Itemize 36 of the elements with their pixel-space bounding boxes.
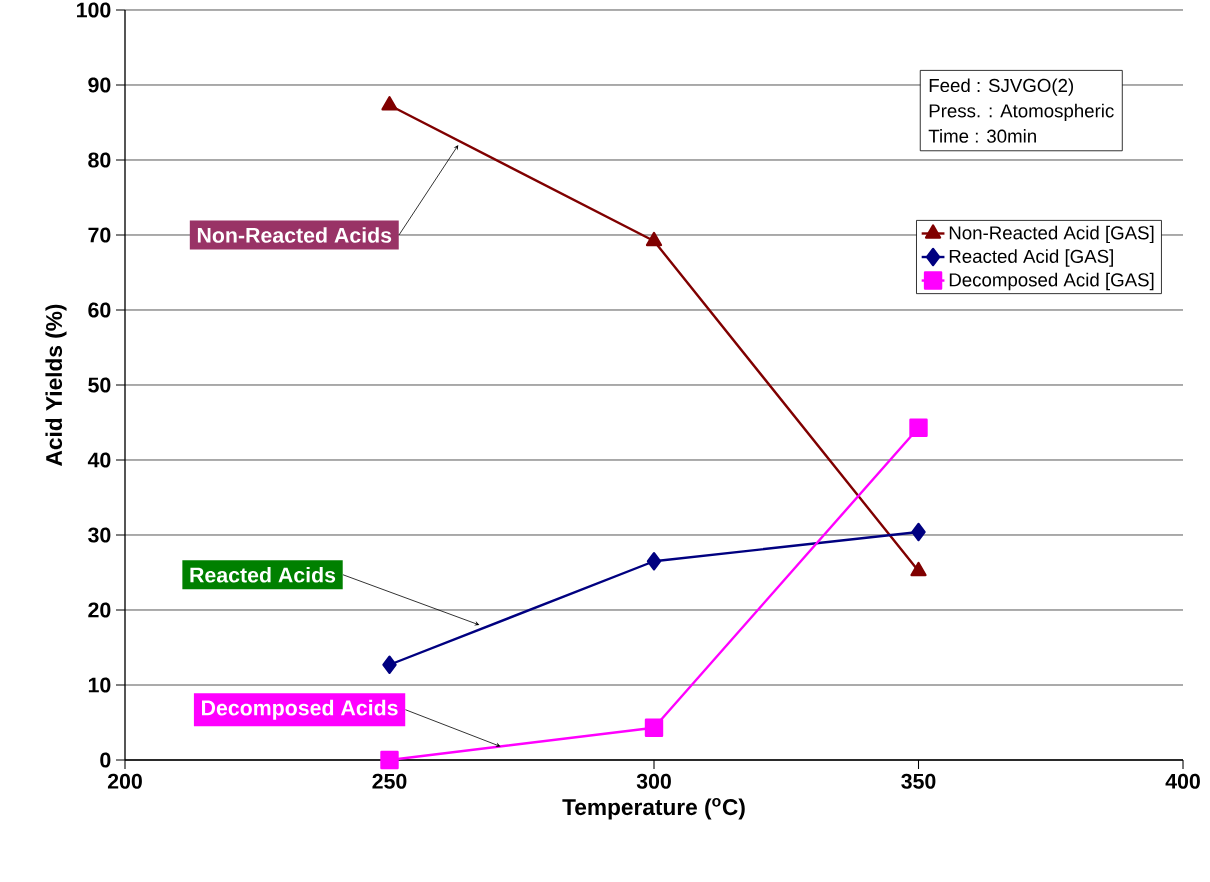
point: [909, 418, 928, 437]
point: [380, 750, 399, 770]
y-tick-label: 60: [88, 302, 111, 318]
x-tick-label: 350: [901, 773, 936, 789]
annotation: Time : 30min: [928, 129, 1036, 143]
point: [910, 561, 927, 577]
legend-label: Decomposed Acid [GAS]: [949, 272, 1154, 291]
point: [644, 718, 664, 737]
y-tick-label: 30: [88, 527, 111, 543]
y-tick-label: 100: [77, 2, 111, 18]
x-tick-label: 300: [636, 773, 671, 789]
x-axis-title: Temperature ($^{o}$C): [562, 798, 745, 820]
legend-label: Reacted Acid [GAS]: [949, 249, 1113, 267]
point: [645, 231, 663, 247]
point: [382, 655, 397, 674]
y-tick-label: 10: [88, 677, 111, 693]
y-tick-label: 90: [88, 77, 111, 93]
legend-label: Non-Reacted Acid [GAS]: [949, 225, 1154, 244]
y-tick-label: 0: [100, 752, 111, 768]
y-tick-label: 70: [88, 227, 111, 243]
y-tick-label: 40: [87, 452, 111, 468]
y-tick-label: 80: [88, 152, 111, 168]
point: [381, 96, 398, 111]
point: [646, 552, 662, 571]
y-tick-label: 50: [88, 377, 111, 393]
annotation: Press. : Atomospheric: [929, 103, 1114, 122]
x-tick-label: 200: [107, 773, 142, 789]
x-tick-label: 250: [372, 773, 407, 789]
annotation: Decomposed Acids: [202, 699, 398, 720]
annotation: Feed : SJVGO(2): [929, 78, 1074, 96]
annotation: Reacted Acids: [190, 566, 336, 583]
point: [911, 522, 926, 542]
annotation: Non-Reacted Acids: [197, 227, 392, 243]
y-tick-label: 20: [88, 602, 111, 618]
y-axis-title: Acid Yields (%): [45, 304, 67, 466]
x-tick-label: 400: [1165, 773, 1200, 789]
